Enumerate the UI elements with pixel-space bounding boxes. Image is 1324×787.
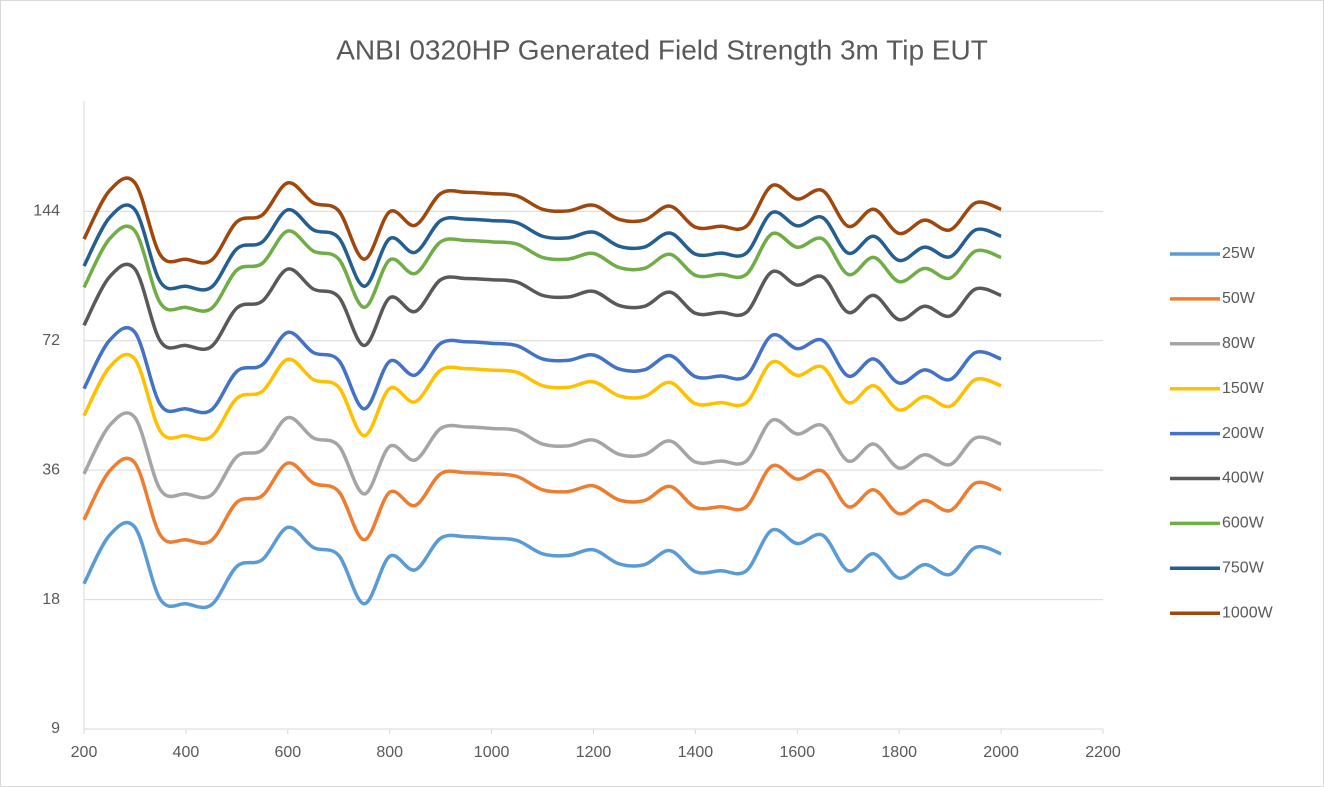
legend-label: 200W <box>1222 425 1265 442</box>
x-tick-label: 1000 <box>474 744 510 761</box>
x-tick-label: 800 <box>376 744 403 761</box>
legend-label: 80W <box>1222 335 1256 352</box>
legend-label: 50W <box>1222 290 1256 307</box>
legend-label: 1000W <box>1222 604 1274 621</box>
y-tick-label: 18 <box>42 591 60 608</box>
legend-label: 750W <box>1222 560 1265 577</box>
series-line <box>82 262 1002 351</box>
series-line <box>82 326 1002 415</box>
legend-label: 600W <box>1222 515 1265 532</box>
x-tick-label: 400 <box>173 744 200 761</box>
legend-label: 400W <box>1222 470 1265 487</box>
x-tick-label: 1200 <box>576 744 612 761</box>
x-tick-label: 2000 <box>983 744 1019 761</box>
x-tick-label: 200 <box>71 744 98 761</box>
y-tick-label: 72 <box>42 332 60 349</box>
x-tick-label: 1800 <box>881 744 917 761</box>
chart-title: ANBI 0320HP Generated Field Strength 3m … <box>336 34 988 65</box>
x-tick-label: 1400 <box>678 744 714 761</box>
series-line <box>82 203 1002 292</box>
y-tick-label: 36 <box>42 461 60 478</box>
legend-label: 150W <box>1222 380 1265 397</box>
series-line <box>82 224 1002 313</box>
y-tick-label: 9 <box>51 720 60 737</box>
series-line <box>82 520 1002 610</box>
y-tick-label: 144 <box>33 203 60 220</box>
x-tick-label: 1600 <box>780 744 816 761</box>
x-tick-label: 2200 <box>1085 744 1121 761</box>
series-line <box>82 352 1002 441</box>
series-line <box>82 176 1002 265</box>
series-line <box>82 411 1002 500</box>
series-line <box>82 456 1002 545</box>
x-tick-label: 600 <box>274 744 301 761</box>
legend-label: 25W <box>1222 245 1256 262</box>
